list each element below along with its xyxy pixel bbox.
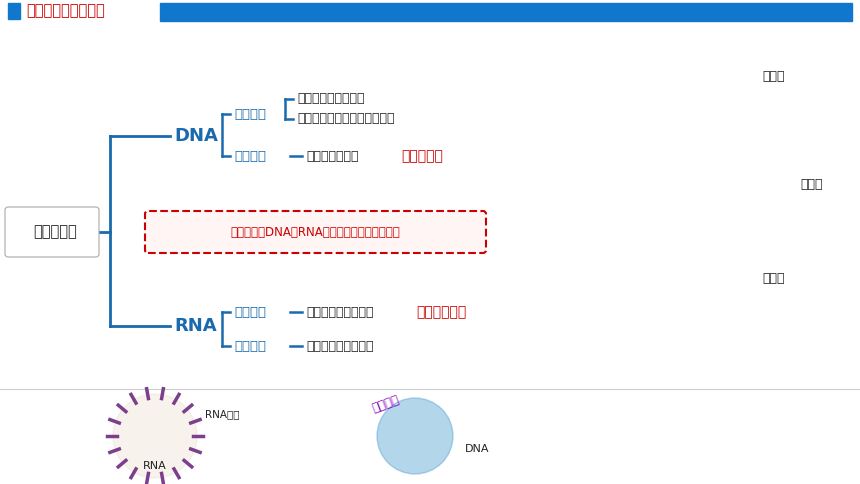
Text: 核酸的分布: 核酸的分布 — [34, 225, 77, 240]
Text: 线粒体: 线粒体 — [800, 178, 822, 191]
Text: 核酸的种类及其分布: 核酸的种类及其分布 — [26, 3, 105, 18]
FancyBboxPatch shape — [5, 207, 99, 257]
Text: DNA: DNA — [465, 444, 489, 454]
Bar — [8, 3, 20, 19]
Text: RNA: RNA — [174, 317, 217, 335]
Bar — [160, 3, 852, 21]
Text: 质粒中也有: 质粒中也有 — [401, 149, 443, 163]
Text: DNA: DNA — [174, 127, 218, 145]
Text: RNA病毒: RNA病毒 — [205, 409, 239, 419]
Text: 真核细胞: 真核细胞 — [234, 107, 266, 121]
Text: 原核细胞: 原核细胞 — [234, 150, 266, 163]
Text: 主要分布在拟核: 主要分布在拟核 — [306, 150, 359, 163]
Text: 原核细胞: 原核细胞 — [234, 339, 266, 352]
Text: 主要分布在细胞质中: 主要分布在细胞质中 — [306, 305, 373, 318]
Text: RNA: RNA — [143, 461, 167, 471]
Text: 乙肝病毒: 乙肝病毒 — [370, 393, 401, 415]
Text: 主要分布在细胞核中: 主要分布在细胞核中 — [297, 92, 365, 106]
Circle shape — [113, 394, 197, 478]
Text: 细胞核中也有: 细胞核中也有 — [416, 305, 466, 319]
Text: 病毒中仅有DNA或RNA一种，位于病毒的内部。: 病毒中仅有DNA或RNA一种，位于病毒的内部。 — [230, 226, 401, 239]
Text: 主要分布在细胞质中: 主要分布在细胞质中 — [306, 339, 373, 352]
FancyBboxPatch shape — [145, 211, 486, 253]
Text: 细胞核: 细胞核 — [762, 70, 784, 82]
Text: 真核细胞: 真核细胞 — [234, 305, 266, 318]
Text: 叶绿体: 叶绿体 — [762, 272, 784, 286]
Circle shape — [377, 398, 453, 474]
Text: 线粒体、叶绿体内也含有少量: 线粒体、叶绿体内也含有少量 — [297, 112, 395, 125]
